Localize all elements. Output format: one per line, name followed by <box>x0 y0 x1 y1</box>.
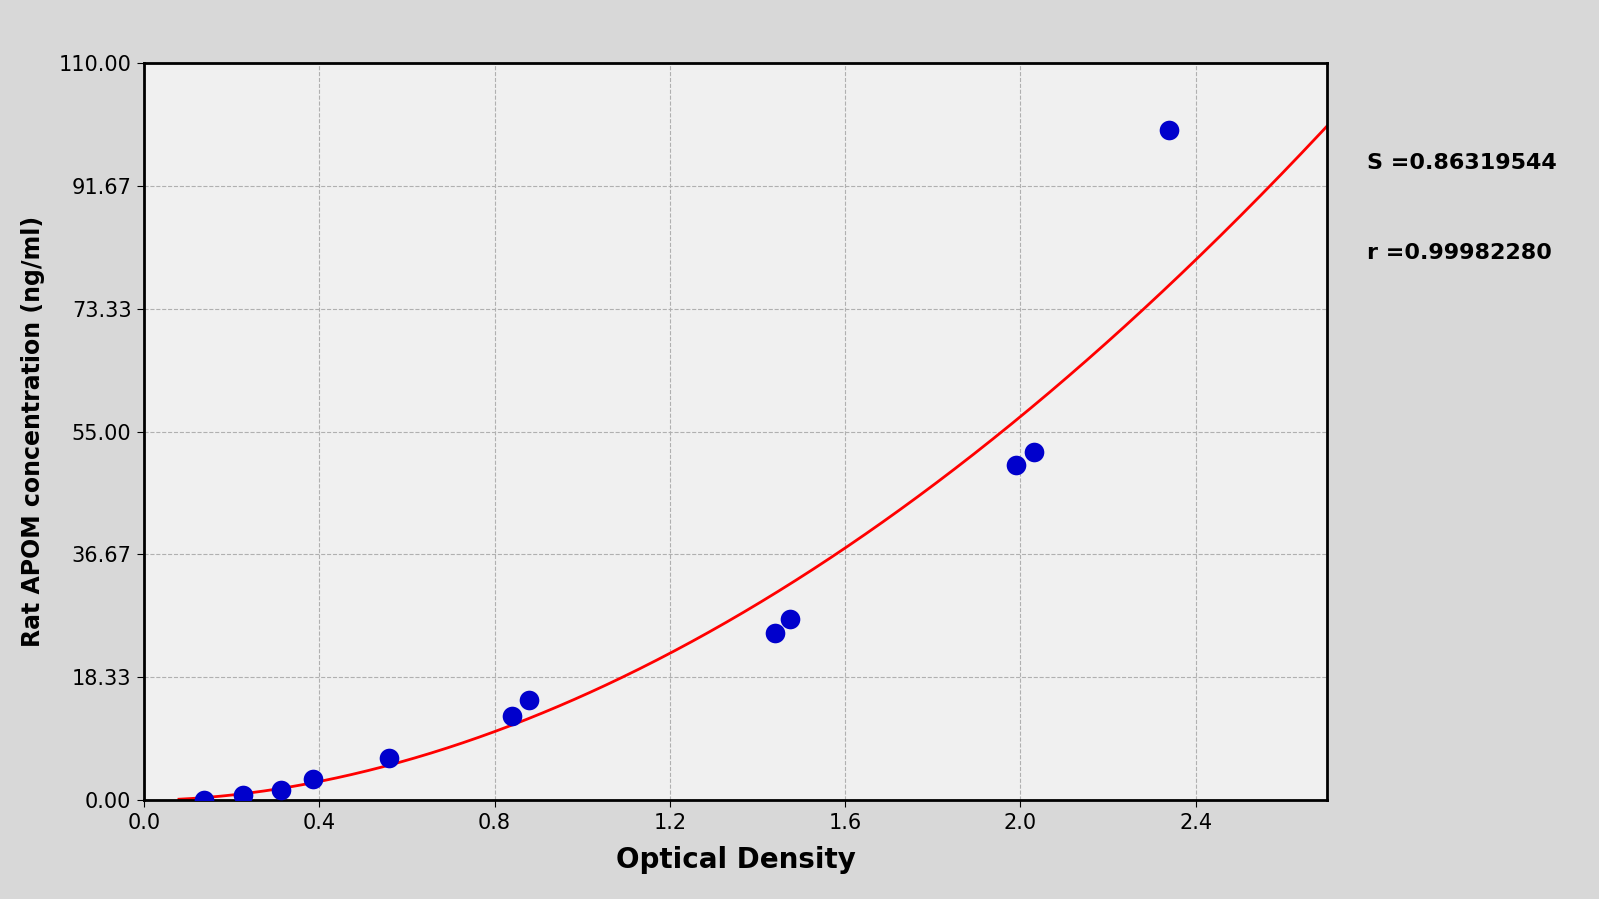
Point <box>516 692 542 707</box>
Point <box>499 709 524 724</box>
Y-axis label: Rat APOM concentration (ng/ml): Rat APOM concentration (ng/ml) <box>21 216 45 647</box>
Point <box>376 751 401 765</box>
X-axis label: Optical Density: Optical Density <box>616 847 855 875</box>
Point <box>192 793 217 807</box>
Text: r =0.99982280: r =0.99982280 <box>1367 243 1553 263</box>
Text: S =0.86319544: S =0.86319544 <box>1367 153 1557 173</box>
Point <box>763 626 788 640</box>
Point <box>230 788 256 802</box>
Point <box>1020 444 1046 458</box>
Point <box>777 612 803 627</box>
Point <box>269 782 294 797</box>
Point <box>301 772 326 787</box>
Point <box>1156 123 1182 138</box>
Point <box>1003 458 1028 472</box>
